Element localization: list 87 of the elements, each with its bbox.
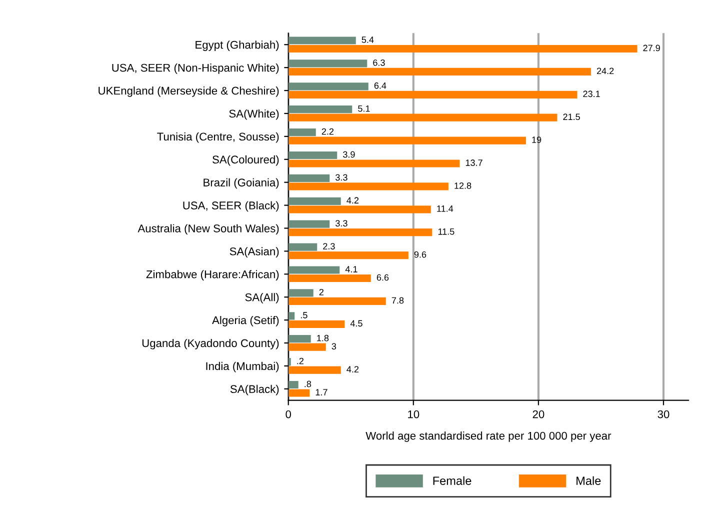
data-label: 21.5	[563, 114, 580, 120]
bar	[288, 289, 314, 297]
y-tick-label: Algeria (Setif)	[212, 316, 279, 326]
x-tick-label: 0	[286, 410, 292, 418]
data-label: 3	[332, 343, 336, 350]
bar	[288, 44, 638, 53]
bar	[288, 174, 330, 182]
x-tick-label: 20	[532, 410, 544, 418]
y-tick-label: SA(White)	[229, 109, 279, 120]
data-label: 2	[319, 288, 324, 296]
bar	[288, 68, 591, 76]
data-label: 7.8	[392, 297, 404, 304]
data-label: 13.7	[466, 160, 482, 166]
bar	[288, 197, 341, 205]
bar	[288, 358, 291, 366]
y-tick-label: SA(Coloured)	[212, 155, 279, 166]
bar	[288, 380, 298, 389]
bar	[288, 312, 295, 320]
data-label: 2.3	[323, 243, 335, 250]
bar	[288, 136, 526, 144]
bar	[288, 114, 558, 122]
data-label: 9.6	[414, 251, 426, 258]
y-tick-label: Brazil (Goiania)	[204, 178, 279, 189]
data-label: 11.4	[437, 206, 454, 212]
data-label: 11.5	[438, 228, 454, 235]
bar	[288, 252, 408, 260]
data-label: 6.4	[374, 82, 386, 89]
bar	[288, 128, 316, 136]
data-label: 5.1	[358, 105, 370, 112]
y-tick-label: India (Mumbai)	[206, 362, 279, 372]
data-label: 1.8	[317, 334, 329, 342]
bar	[288, 297, 386, 306]
data-label: 4.2	[346, 366, 359, 372]
bar	[288, 228, 432, 236]
bar	[288, 274, 371, 282]
bar	[288, 90, 578, 98]
y-tick-label: Tunisia (Centre, Sousse)	[157, 132, 279, 143]
y-tick-label: Zimbabwe (Harare:African)	[146, 270, 279, 280]
x-axis-title: World age standardised rate per 100 000 per year	[366, 432, 612, 442]
x-tick-label: 10	[408, 410, 420, 418]
data-label: .5	[300, 312, 308, 318]
bar	[288, 243, 318, 251]
data-label: .8	[304, 380, 312, 388]
bar	[288, 343, 326, 351]
data-label: 4.5	[350, 320, 362, 327]
y-tick-label: SA(Black)	[230, 384, 279, 396]
data-label: 4.2	[346, 197, 359, 204]
data-label: 1.7	[316, 389, 328, 396]
bar	[288, 106, 352, 114]
y-tick-label: Egypt (Gharbiah)	[196, 40, 279, 51]
bar	[288, 206, 431, 214]
data-label: 5.4	[362, 36, 374, 43]
data-label: 3.3	[336, 220, 348, 227]
bar	[288, 82, 368, 90]
y-tick-label: SA(All)	[245, 293, 279, 304]
data-label: 3.3	[336, 174, 348, 181]
bar	[288, 160, 460, 168]
data-label: 27.9	[643, 44, 660, 52]
bar	[288, 389, 310, 397]
y-tick-label: USA, SEER (Black)	[183, 201, 279, 212]
bar	[288, 366, 341, 374]
bar	[288, 266, 340, 274]
data-label: 23.1	[583, 90, 600, 98]
x-tick-label: 30	[658, 410, 670, 418]
y-tick-label: USA, SEER (Non-Hispanic White)	[112, 64, 279, 74]
legend-label: Male	[576, 476, 601, 485]
bar	[288, 182, 448, 190]
legend-label: Female	[433, 476, 472, 485]
y-tick-label: SA(Asian)	[230, 247, 279, 258]
bar	[288, 60, 368, 68]
data-label: 2.2	[322, 128, 334, 135]
data-label: 6.3	[373, 59, 385, 66]
data-label: .2	[297, 358, 304, 364]
data-label: 3.9	[343, 151, 355, 158]
data-label: 6.6	[376, 274, 389, 281]
data-label: 12.8	[454, 182, 472, 189]
data-label: 4.1	[345, 266, 358, 272]
y-tick-label: Australia (New South Wales)	[138, 224, 279, 235]
bar	[288, 36, 356, 44]
bar	[288, 151, 338, 160]
data-label: 24.2	[596, 68, 614, 74]
data-label: 19	[532, 136, 542, 143]
bar	[288, 320, 345, 328]
y-tick-label: UKEngland (Merseyside & Cheshire)	[98, 86, 279, 97]
y-tick-label: Uganda (Kyadondo County)	[142, 338, 279, 350]
bar	[288, 220, 330, 228]
bar	[288, 335, 311, 343]
